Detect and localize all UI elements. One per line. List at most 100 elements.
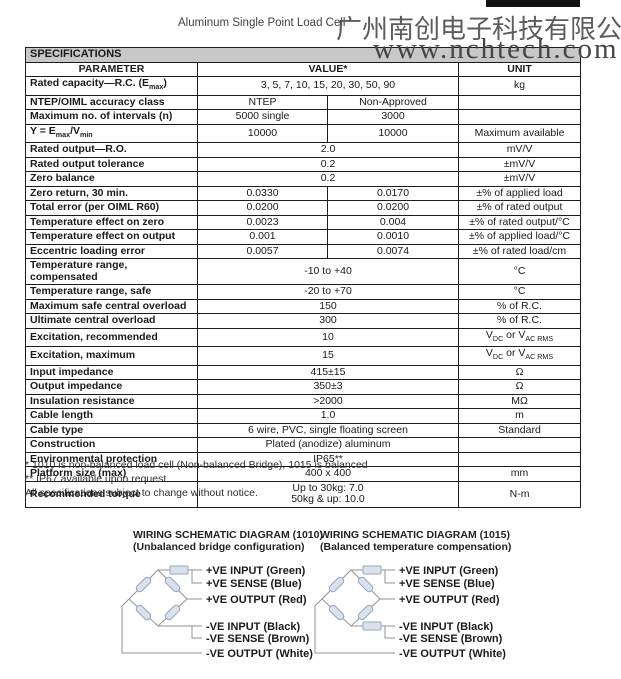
value-cell: 0.0010 [327, 229, 459, 245]
footnote-line: ** IP67 available upon request [25, 472, 167, 485]
diagram-subtitle: (Balanced temperature compensation) [320, 541, 512, 553]
watermark-company-name: 广州南创电子科技有限公司 [336, 14, 621, 44]
wiring-diagram-1015: WIRING SCHEMATIC DIAGRAM (1015) (Balance… [299, 529, 514, 668]
parameter-cell: Cable length [25, 408, 198, 424]
value-cell: 0.0057 [197, 243, 328, 260]
table-row: Zero balance 0.2 ±mV/V [25, 171, 582, 187]
value-cell: Up to 30kg: 7.0 50kg & up: 10.0 [197, 480, 459, 508]
diagram-subtitle: (Unbalanced bridge configuration) [133, 541, 305, 553]
value-cell: NTEP [197, 94, 328, 111]
parameter-cell: Zero return, 30 min. [25, 185, 198, 202]
unit-cell: Ω [457, 364, 582, 381]
resistor-icon [362, 565, 382, 575]
unit-cell: % of R.C. [457, 298, 582, 315]
value-cell: 3000 [327, 109, 459, 125]
table-row: Excitation, recommended 10 VDC or VAC RMS [25, 327, 582, 348]
watermark-website: www.nchtech.com [373, 33, 619, 65]
parameter-cell: Y = Emax/Vmin [25, 123, 198, 144]
footnote-line: All specifications subject to change wit… [25, 486, 258, 499]
value-cell: 0.004 [327, 214, 459, 231]
value-cell: 2.0 [197, 142, 459, 158]
resistor-icon [362, 621, 382, 631]
wire-neg-output [314, 598, 395, 654]
resistor-icon [169, 565, 189, 575]
diagram-title: WIRING SCHEMATIC DIAGRAM (1010) [133, 529, 323, 541]
unit-cell: Ω [457, 379, 582, 395]
parameter-cell: Recommended torque [25, 480, 198, 508]
parameter-cell: Ultimate central overload [25, 313, 198, 329]
unit-cell: N-m [457, 480, 582, 508]
diagram-title: WIRING SCHEMATIC DIAGRAM (1015) [320, 529, 510, 541]
unit-cell: mm [457, 466, 582, 482]
wire-label: +VE INPUT (Green) [399, 565, 499, 577]
table-row: Output impedance 350±3 Ω [25, 379, 582, 395]
bridge-diamond [321, 569, 381, 627]
table-row: Eccentric loading error 0.0057 0.0074 ±% of… [25, 243, 582, 260]
value-cell: -20 to +70 [197, 284, 459, 300]
page-title: Aluminum Single Point Load Cell [178, 17, 346, 29]
column-header-row: PARAMETER VALUE* UNIT [25, 61, 582, 77]
strain-gauge-icon [135, 576, 152, 593]
table-row: Ultimate central overload 300% of R.C. [25, 313, 582, 329]
parameter-cell: Maximum safe central overload [25, 298, 198, 315]
table-row: Cable type 6 wire, PVC, single floating s… [25, 422, 582, 439]
value-cell: 300 [197, 313, 459, 329]
table-row: Total error (per OIML R60) 0.0200 0.0200 ±%… [25, 200, 582, 216]
value-cell: 10000 [327, 123, 459, 144]
parameter-cell: Temperature range, compensated [25, 258, 198, 286]
table-row: Rated capacity—R.C. (Emax) 3, 5, 7, 10, 1… [25, 76, 582, 96]
unit-cell: VDC or VAC RMS [457, 327, 582, 348]
parameter-cell: Temperature effect on zero [25, 214, 198, 231]
value-cell: 10000 [197, 123, 328, 144]
unit-cell: kg [457, 76, 582, 96]
value-cell: 0.0330 [197, 185, 328, 202]
bridge-schematic-1010: +VE INPUT (Green) +VE SENSE (Blue) +VE O… [121, 565, 313, 660]
parameter-cell: Cable type [25, 422, 198, 439]
parameter-cell: Insulation resistance [25, 393, 198, 410]
wire-label: -VE SENSE (Brown) [206, 633, 310, 645]
unit-cell: MΩ [457, 393, 582, 410]
parameter-cell: Rated capacity—R.C. (Emax) [25, 76, 198, 96]
parameter-cell: Temperature effect on output [25, 229, 198, 245]
value-cell: 0.2 [197, 156, 459, 173]
footnote-line: * 1010 is non-balanced load cell (Non-ba… [25, 459, 368, 471]
table-row: Rated output—R.O. 2.0 mV/V [25, 142, 582, 158]
parameter-cell: Eccentric loading error [25, 243, 198, 260]
value-cell: 6 wire, PVC, single floating screen [197, 422, 459, 439]
parameter-cell: Temperature range, safe [25, 284, 198, 300]
strain-gauge-icon [357, 576, 374, 593]
unit-cell: ±% of rated output [457, 200, 582, 216]
wiring-diagram-1010: WIRING SCHEMATIC DIAGRAM (1010) (Unbalan… [106, 529, 323, 668]
wire-label: -VE INPUT (Black) [399, 621, 493, 633]
unit-cell: °C [457, 284, 582, 300]
table-row: Maximum no. of intervals (n) 5000 single 3… [25, 109, 582, 125]
value-cell: 0.0200 [197, 200, 328, 216]
value-cell: 0.0200 [327, 200, 459, 216]
specifications-table: SPECIFICATIONS PARAMETER VALUE* UNIT Rat… [24, 47, 582, 508]
unit-cell: mV/V [457, 142, 582, 158]
parameter-cell: Rated output—R.O. [25, 142, 198, 158]
unit-cell [457, 94, 582, 111]
column-header-value: VALUE* [197, 61, 459, 77]
bridge-diamond [128, 569, 188, 627]
wire-neg-sense [191, 626, 202, 639]
unit-cell: ±% of rated output/°C [457, 214, 582, 231]
wire-label: +VE SENSE (Blue) [206, 578, 302, 590]
parameter-cell: Total error (per OIML R60) [25, 200, 198, 216]
value-cell: 0.0170 [327, 185, 459, 202]
unit-cell: ±% of rated load/cm [457, 243, 582, 260]
top-black-bar [486, 0, 580, 7]
table-row: Rated output tolerance 0.2 ±mV/V [25, 156, 582, 173]
parameter-cell: NTEP/OIML accuracy class [25, 94, 198, 111]
strain-gauge-icon [164, 604, 181, 621]
value-cell: 0.0074 [327, 243, 459, 260]
value-cell: 0.0023 [197, 214, 328, 231]
strain-gauge-icon [328, 576, 345, 593]
wire-label: -VE OUTPUT (White) [206, 648, 313, 660]
strain-gauge-icon [357, 604, 374, 621]
table-row: NTEP/OIML accuracy class NTEP Non-Approved [25, 94, 582, 111]
table-row: Y = Emax/Vmin 10000 10000 Maximum available [25, 123, 582, 144]
parameter-cell: Excitation, maximum [25, 346, 198, 366]
value-cell: 1.0 [197, 408, 459, 424]
